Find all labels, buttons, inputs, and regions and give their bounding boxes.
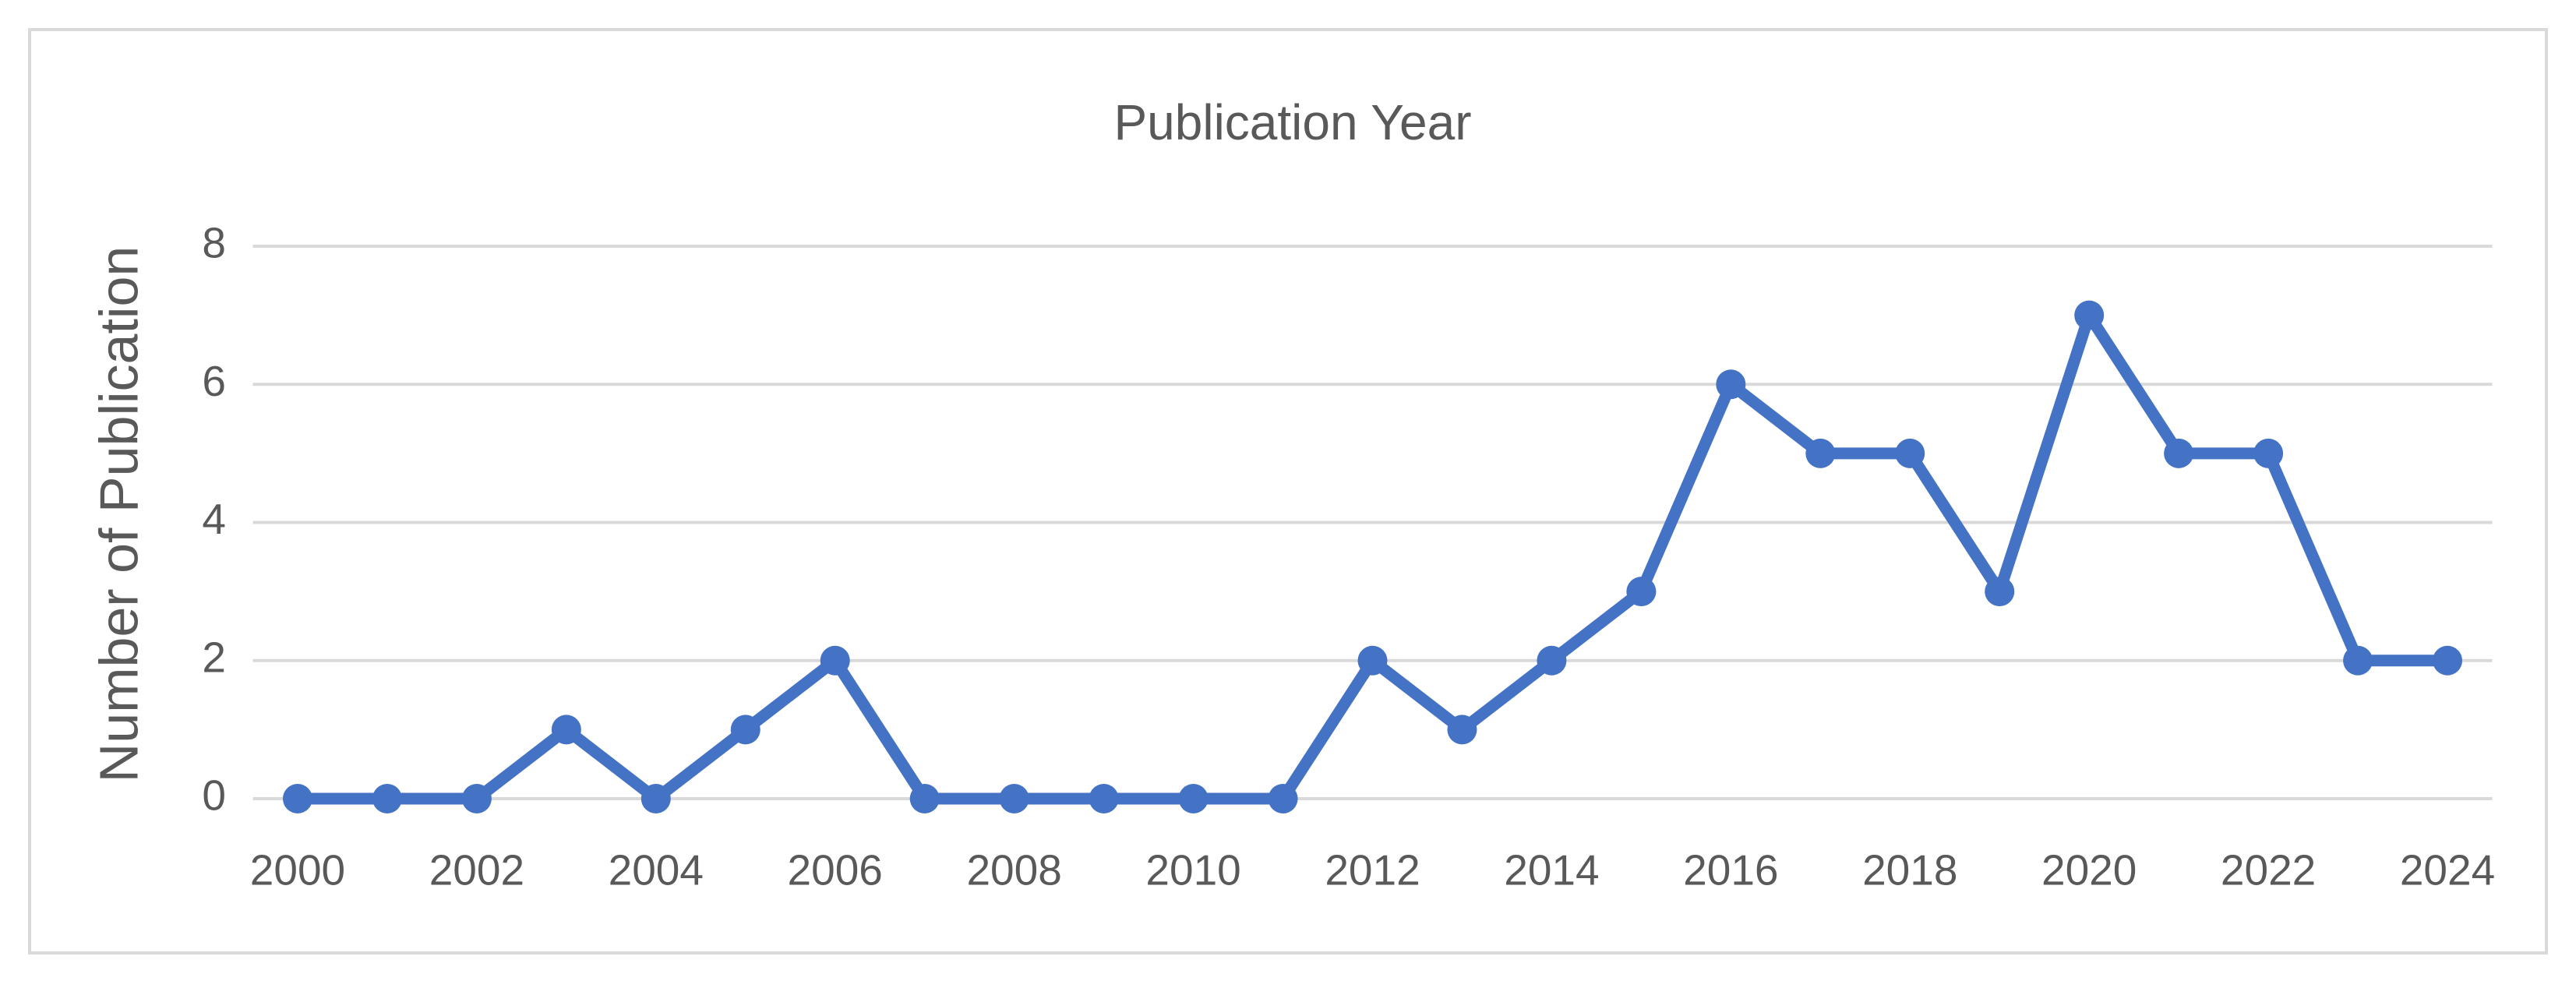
x-tick-label: 2022 [2221, 846, 2316, 895]
x-tick-label: 2014 [1504, 846, 1599, 895]
data-point [1357, 645, 1388, 676]
data-point [2253, 438, 2284, 468]
data-point [1626, 577, 1657, 607]
x-tick-label: 2020 [2041, 846, 2137, 895]
chart-title: Publication Year [1113, 94, 1471, 150]
data-point [1895, 438, 1925, 468]
data-point [1089, 784, 1119, 813]
data-point [909, 784, 940, 813]
x-tick-label: 2006 [788, 846, 883, 895]
data-point [372, 784, 402, 813]
data-point [999, 784, 1029, 813]
data-point [2343, 645, 2373, 676]
x-tick-label: 2010 [1145, 846, 1240, 895]
data-point [1805, 438, 1836, 468]
y-tick-label: 0 [202, 771, 226, 820]
x-tick-label: 2012 [1325, 846, 1420, 895]
x-tick-label: 2008 [966, 846, 1061, 895]
y-axis-label: Number of Publication [88, 246, 149, 783]
data-point [820, 645, 850, 676]
data-point [461, 784, 492, 813]
data-point [640, 784, 671, 813]
data-point [1716, 369, 1746, 400]
x-tick-label: 2004 [609, 846, 704, 895]
data-point [2074, 300, 2105, 330]
data-point [282, 784, 312, 813]
x-tick-label: 2018 [1862, 846, 1957, 895]
y-tick-label: 2 [202, 633, 226, 681]
chart-border [28, 28, 2548, 955]
data-point [551, 715, 581, 745]
data-point [1268, 784, 1298, 813]
y-tick-label: 6 [202, 357, 226, 405]
data-point [2164, 438, 2194, 468]
x-tick-label: 2016 [1683, 846, 1778, 895]
data-point [730, 715, 760, 745]
y-tick-label: 4 [202, 495, 226, 543]
x-tick-label: 2002 [429, 846, 524, 895]
data-point [2433, 645, 2463, 676]
data-point [1178, 784, 1209, 813]
data-point [1985, 577, 2015, 607]
y-tick-label: 8 [202, 219, 226, 267]
x-tick-label: 2024 [2400, 846, 2495, 895]
data-point [1447, 715, 1477, 745]
data-point [1537, 645, 1567, 676]
x-tick-label: 2000 [250, 846, 345, 895]
